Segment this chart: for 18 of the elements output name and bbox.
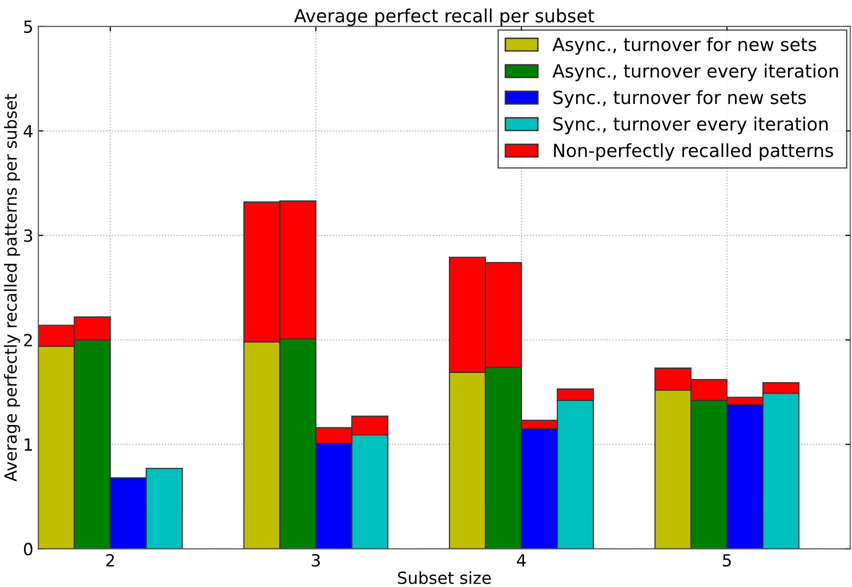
legend-label: Non-perfectly recalled patterns — [554, 143, 834, 161]
legend-label: Sync., turnover for new sets — [554, 90, 806, 108]
x-axis-title: Subset size — [398, 571, 491, 584]
y-tick-label: 2 — [24, 334, 32, 346]
y-axis-title: Average perfectly recalled patterns per subset — [4, 94, 20, 482]
x-tick-label: 2 — [106, 554, 114, 566]
y-tick-label: 5 — [24, 20, 32, 33]
legend-label: Sync., turnover every iteration — [554, 116, 828, 134]
y-tick-label: 3 — [24, 229, 32, 242]
x-tick-label: 4 — [516, 554, 526, 566]
legend-label: Async., turnover every iteration — [552, 64, 838, 82]
x-tick-label: 5 — [722, 554, 731, 567]
y-tick-label: 1 — [24, 438, 32, 451]
y-tick-label: 0 — [24, 542, 32, 556]
x-tick-label: 3 — [312, 554, 320, 567]
y-tick-label: 4 — [24, 125, 33, 138]
legend-label: Async., turnover for new sets — [552, 37, 816, 55]
chart-title: Average perfect recall per subset — [294, 8, 594, 26]
